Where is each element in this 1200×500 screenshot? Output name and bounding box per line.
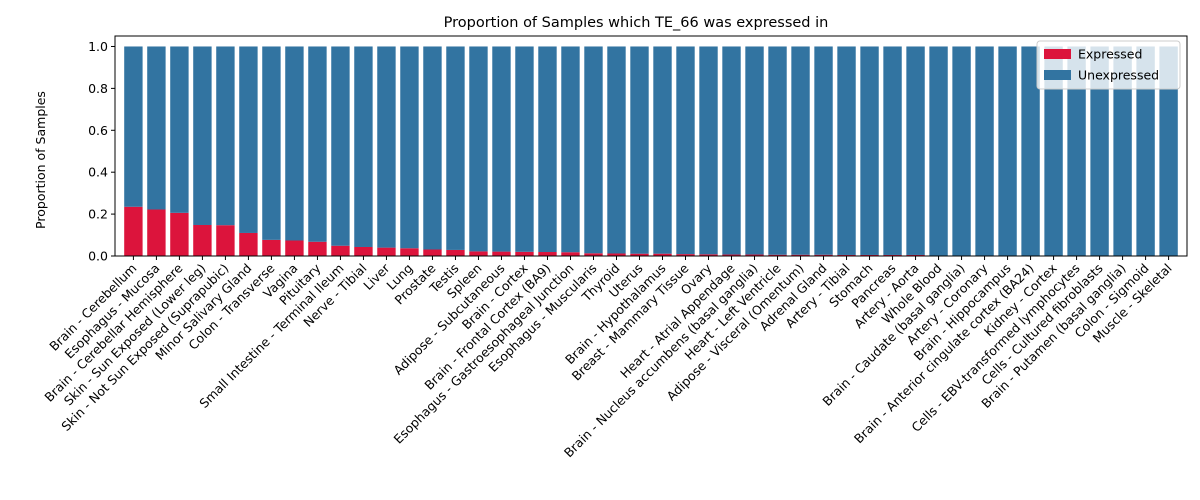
bar-unexpressed-25 <box>699 46 718 255</box>
bar-unexpressed-16 <box>492 46 511 252</box>
bar-expressed-19 <box>561 252 580 256</box>
bar-expressed-25 <box>699 254 718 256</box>
bar-unexpressed-8 <box>308 46 327 242</box>
bar-expressed-17 <box>515 251 534 256</box>
bar-unexpressed-35 <box>929 46 948 257</box>
bar-expressed-20 <box>584 253 603 256</box>
bar-unexpressed-13 <box>423 46 442 250</box>
bar-expressed-26 <box>722 254 741 256</box>
bar-expressed-24 <box>676 254 695 256</box>
bar-expressed-4 <box>216 225 235 256</box>
bar-expressed-32 <box>860 254 879 256</box>
legend-label-0: Expressed <box>1078 47 1142 62</box>
bar-unexpressed-9 <box>331 46 350 246</box>
bar-expressed-3 <box>193 224 212 256</box>
bar-expressed-18 <box>538 252 557 256</box>
bar-expressed-8 <box>308 241 327 256</box>
bar-expressed-0 <box>124 206 143 256</box>
bar-unexpressed-28 <box>768 46 787 255</box>
bar-unexpressed-23 <box>653 46 672 254</box>
bar-expressed-27 <box>745 254 764 256</box>
bar-expressed-6 <box>262 239 281 256</box>
bar-unexpressed-11 <box>377 46 396 248</box>
y-tick-label: 0.6 <box>88 123 108 138</box>
bar-expressed-23 <box>653 253 672 256</box>
bar-unexpressed-2 <box>170 46 189 213</box>
bar-unexpressed-44 <box>1136 46 1155 257</box>
legend-box <box>1036 40 1181 90</box>
bar-unexpressed-6 <box>262 46 281 240</box>
bar-unexpressed-12 <box>400 46 419 249</box>
bar-unexpressed-19 <box>561 46 580 253</box>
y-tick-label: 0.2 <box>88 207 108 222</box>
bar-unexpressed-27 <box>745 46 764 255</box>
bar-expressed-13 <box>423 249 442 256</box>
bar-expressed-33 <box>883 254 902 256</box>
bar-unexpressed-1 <box>147 46 166 210</box>
bar-unexpressed-41 <box>1067 46 1086 257</box>
bars-group <box>124 46 1178 257</box>
bar-expressed-2 <box>170 212 189 256</box>
bar-unexpressed-43 <box>1113 46 1132 257</box>
bar-expressed-29 <box>791 254 810 256</box>
bar-unexpressed-31 <box>837 46 856 255</box>
bar-unexpressed-3 <box>193 46 212 225</box>
bar-unexpressed-32 <box>860 46 879 255</box>
legend-label-1: Unexpressed <box>1078 68 1159 83</box>
y-tick-label: 1.0 <box>88 39 108 54</box>
y-tick-label: 0.0 <box>88 249 108 264</box>
bar-unexpressed-33 <box>883 46 902 255</box>
chart-title: Proportion of Samples which TE_66 was ex… <box>444 15 829 31</box>
bar-unexpressed-14 <box>446 46 465 250</box>
bar-expressed-1 <box>147 209 166 256</box>
bar-unexpressed-22 <box>630 46 649 254</box>
bar-unexpressed-15 <box>469 46 488 252</box>
legend-swatch-1 <box>1044 70 1071 80</box>
bar-expressed-14 <box>446 249 465 256</box>
bar-unexpressed-4 <box>216 46 235 226</box>
y-axis-label: Proportion of Samples <box>33 91 48 229</box>
bar-expressed-12 <box>400 248 419 256</box>
bar-expressed-7 <box>285 240 304 256</box>
bar-unexpressed-21 <box>607 46 626 254</box>
bar-unexpressed-29 <box>791 46 810 255</box>
bar-unexpressed-24 <box>676 46 695 255</box>
bar-unexpressed-0 <box>124 46 143 207</box>
bar-unexpressed-17 <box>515 46 534 252</box>
legend: Expressed Unexpressed <box>1036 40 1181 90</box>
bar-expressed-31 <box>837 254 856 256</box>
bar-unexpressed-37 <box>975 46 994 257</box>
bar-expressed-21 <box>607 253 626 256</box>
bar-expressed-15 <box>469 251 488 256</box>
bar-unexpressed-26 <box>722 46 741 255</box>
bar-unexpressed-45 <box>1159 46 1178 257</box>
y-tick-label: 0.4 <box>88 165 108 180</box>
bar-unexpressed-5 <box>239 46 258 233</box>
bar-expressed-30 <box>814 254 833 256</box>
bar-expressed-34 <box>906 254 925 256</box>
bar-unexpressed-39 <box>1021 46 1040 257</box>
bar-expressed-22 <box>630 253 649 256</box>
bar-unexpressed-30 <box>814 46 833 255</box>
bar-unexpressed-18 <box>538 46 557 253</box>
bar-expressed-9 <box>331 245 350 256</box>
y-axis: 0.0 0.2 0.4 0.6 0.8 1.0 <box>88 39 115 264</box>
y-tick-label: 0.8 <box>88 81 108 96</box>
bar-expressed-16 <box>492 251 511 256</box>
bar-unexpressed-42 <box>1090 46 1109 257</box>
bar-expressed-11 <box>377 247 396 256</box>
bar-unexpressed-38 <box>998 46 1017 257</box>
bar-expressed-28 <box>768 254 787 256</box>
bar-expressed-5 <box>239 232 258 256</box>
bar-unexpressed-10 <box>354 46 373 247</box>
bar-unexpressed-7 <box>285 46 304 241</box>
bar-unexpressed-20 <box>584 46 603 254</box>
bar-unexpressed-40 <box>1044 46 1063 257</box>
legend-swatch-0 <box>1044 49 1071 59</box>
bar-unexpressed-34 <box>906 46 925 255</box>
bar-expressed-10 <box>354 246 373 256</box>
plot-frame <box>114 35 1188 257</box>
bar-unexpressed-36 <box>952 46 971 257</box>
